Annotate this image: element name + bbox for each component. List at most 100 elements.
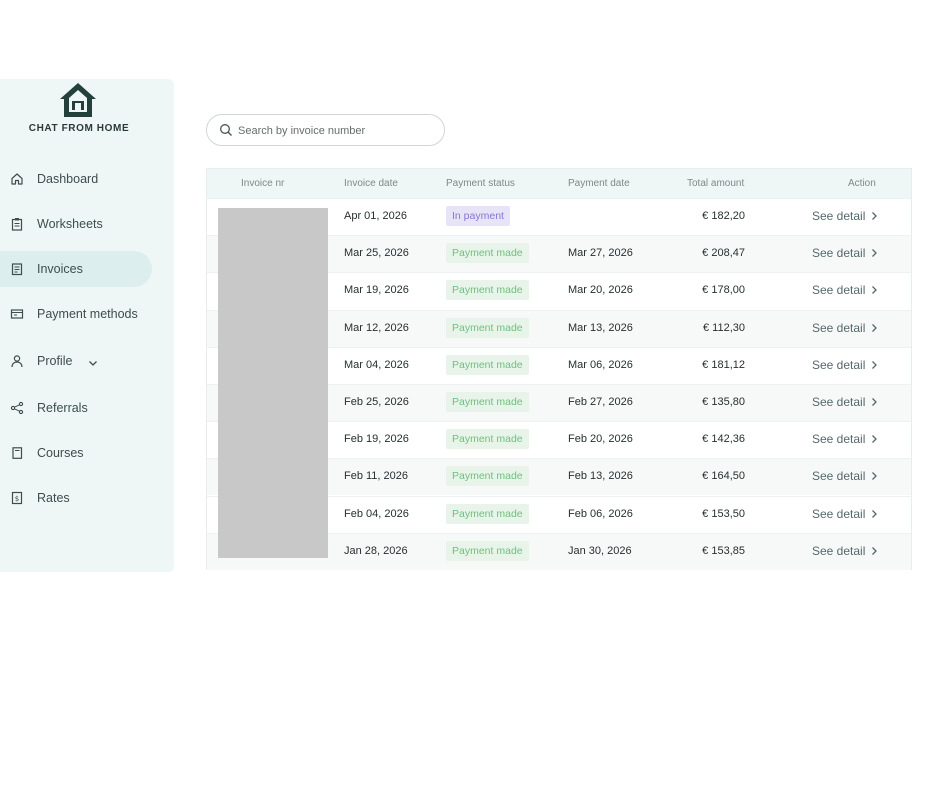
chevron-right-icon [872,435,878,444]
sidebar-item-label: Dashboard [37,172,99,186]
dollar-icon: $ [10,491,24,505]
status-badge: Payment made [446,243,529,264]
svg-text:$: $ [15,495,19,503]
sidebar-item-label: Invoices [37,262,83,276]
see-detail-label: See detail [812,432,866,447]
invoice-date-cell: Feb 25, 2026 [344,396,409,408]
status-badge: Payment made [446,280,529,301]
sidebar-item-rates[interactable]: $ Rates [0,480,152,516]
wallet-icon [10,307,24,321]
see-detail-link[interactable]: See detail [812,507,878,521]
total-amount-cell: € 164,50 [702,470,745,483]
chevron-right-icon [872,546,878,555]
see-detail-link[interactable]: See detail [812,432,878,446]
header-payment-date: Payment date [568,178,630,189]
book-icon [10,446,24,460]
sidebar-item-label: Rates [37,491,70,505]
total-amount-cell: € 112,30 [702,321,745,334]
chevron-down-icon[interactable] [88,355,98,373]
total-amount-cell: € 181,12 [702,358,745,371]
status-badge: Payment made [446,540,529,561]
see-detail-link[interactable]: See detail [812,283,878,297]
table-row: Feb 04, 2026 Payment made Feb 06, 2026 €… [207,495,911,533]
brand-logo[interactable]: CHAT FROM HOME [0,79,174,149]
sidebar-item-label: Profile [37,354,73,368]
sidebar-item-label: Referrals [37,401,88,415]
invoice-date-cell: Feb 19, 2026 [344,433,409,446]
payment-date-cell: Feb 06, 2026 [568,507,633,520]
payment-date-cell: Mar 06, 2026 [568,358,633,371]
sidebar-item-profile[interactable]: Profile [0,343,152,379]
sidebar-item-invoices[interactable]: Invoices [0,251,152,287]
see-detail-label: See detail [812,506,866,521]
payment-date-cell: Feb 13, 2026 [568,470,633,483]
total-amount-cell: € 182,20 [702,210,745,222]
search-box [206,114,445,146]
status-badge: Payment made [446,429,529,450]
payment-date-cell: Jan 30, 2026 [568,544,632,557]
see-detail-link[interactable]: See detail [812,358,878,372]
home-icon [10,172,24,186]
status-badge: Payment made [446,317,529,338]
header-action: Action [848,178,876,189]
see-detail-label: See detail [812,395,866,409]
see-detail-label: See detail [812,543,866,558]
see-detail-label: See detail [812,209,866,223]
sidebar-item-worksheets[interactable]: Worksheets [0,206,152,242]
chevron-right-icon [872,249,878,258]
total-amount-cell: € 153,50 [702,507,745,520]
status-badge: Payment made [446,392,529,412]
total-amount-cell: € 153,85 [702,544,745,557]
sidebar-item-dashboard[interactable]: Dashboard [0,161,152,197]
sidebar: CHAT FROM HOME Dashboard Worksheets Invo… [0,79,174,572]
see-detail-link[interactable]: See detail [812,246,878,260]
search-icon [219,123,233,142]
user-icon [10,354,24,368]
status-badge: Payment made [446,354,529,375]
invoice-date-cell: Mar 19, 2026 [344,284,409,297]
payment-date-cell: Feb 20, 2026 [568,433,633,446]
see-detail-label: See detail [812,283,866,298]
table-row: Apr 01, 2026 In payment € 182,20 See det… [207,198,911,235]
sidebar-item-label: Payment methods [37,307,138,321]
invoices-table: Invoice nr Invoice date Payment status P… [206,168,912,570]
status-badge: In payment [446,206,510,226]
redacted-invoice-numbers [218,208,328,558]
see-detail-link[interactable]: See detail [812,395,878,409]
chevron-right-icon [872,323,878,332]
invoice-date-cell: Jan 28, 2026 [344,544,408,557]
sidebar-item-label: Courses [37,446,84,460]
invoice-date-cell: Mar 04, 2026 [344,358,409,371]
chevron-right-icon [872,472,878,481]
chevron-right-icon [872,360,878,369]
invoice-date-cell: Mar 25, 2026 [344,247,409,260]
see-detail-link[interactable]: See detail [812,469,878,483]
payment-date-cell: Feb 27, 2026 [568,396,633,408]
table-row: Mar 04, 2026 Payment made Mar 06, 2026 €… [207,346,911,384]
chevron-right-icon [872,212,878,220]
payment-date-cell: Mar 27, 2026 [568,247,633,260]
status-badge: Payment made [446,503,529,524]
see-detail-link[interactable]: See detail [812,321,878,335]
table-row: Mar 19, 2026 Payment made Mar 20, 2026 €… [207,272,911,309]
share-icon [10,401,24,415]
sidebar-item-label: Worksheets [37,217,103,231]
payment-date-cell: Mar 20, 2026 [568,284,633,297]
table-row: Feb 19, 2026 Payment made Feb 20, 2026 €… [207,421,911,458]
see-detail-label: See detail [812,469,866,484]
chevron-right-icon [872,398,878,406]
header-total-amount: Total amount [687,178,745,189]
see-detail-link[interactable]: See detail [812,544,878,558]
invoice-icon [10,262,24,276]
header-invoice-nr: Invoice nr [241,178,285,189]
chevron-right-icon [872,286,878,295]
invoice-date-cell: Feb 11, 2026 [344,470,409,483]
sidebar-item-referrals[interactable]: Referrals [0,390,152,426]
total-amount-cell: € 178,00 [702,284,745,297]
see-detail-link[interactable]: See detail [812,209,878,223]
sidebar-item-courses[interactable]: Courses [0,435,152,471]
sidebar-item-payment-methods[interactable]: Payment methods [0,296,152,332]
brand-name: CHAT FROM HOME [28,123,130,134]
search-input[interactable] [238,121,438,141]
see-detail-label: See detail [812,320,866,335]
